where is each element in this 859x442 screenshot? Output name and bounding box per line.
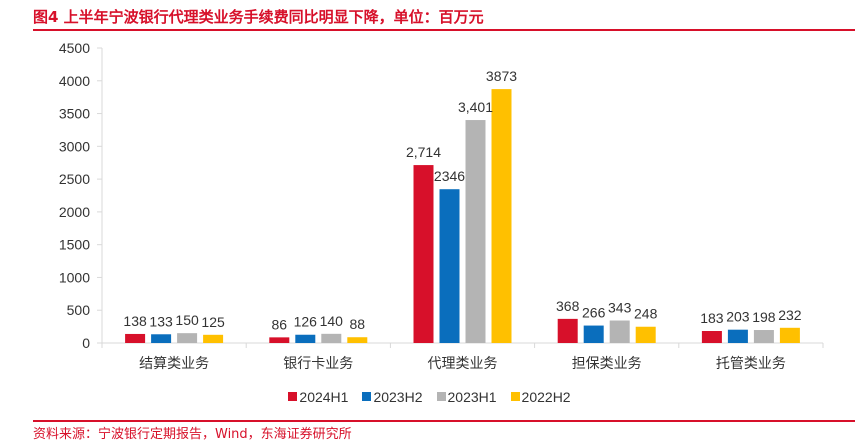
legend-swatch bbox=[436, 392, 446, 401]
bar-chart: 0 500 1000 1500 2000 2500 3000 3500 4000 4500 结算类业… bbox=[59, 40, 824, 372]
bar-2023H1 bbox=[609, 320, 630, 343]
legend-label: 2022H2 bbox=[521, 388, 571, 405]
bar-2023H1 bbox=[177, 333, 198, 343]
data-label: 266 bbox=[582, 305, 606, 321]
data-label: 88 bbox=[350, 316, 366, 332]
legend-label: 2023H2 bbox=[373, 388, 423, 405]
chart-title: 图4 上半年宁波银行代理类业务手续费同比明显下降，单位：百万元 bbox=[33, 8, 484, 26]
data-label: 2,714 bbox=[406, 144, 441, 160]
data-label: 150 bbox=[175, 312, 199, 328]
bar-2023H1 bbox=[465, 120, 486, 343]
legend-item: 2023H2 bbox=[362, 388, 423, 405]
bar-2024H1 bbox=[557, 318, 578, 343]
legend-item: 2022H2 bbox=[510, 388, 571, 405]
x-category-label: 银行卡业务 bbox=[283, 356, 353, 372]
y-tick-label: 4000 bbox=[59, 73, 90, 89]
y-tick-label: 500 bbox=[67, 302, 91, 318]
bar-2022H2 bbox=[347, 337, 368, 343]
x-category-label: 代理类业务 bbox=[428, 356, 498, 372]
footer-rule bbox=[33, 420, 855, 422]
source-note: 资料来源：宁波银行定期报告，Wind，东海证券研究所 bbox=[33, 427, 352, 442]
bar-2023H2 bbox=[583, 325, 604, 343]
x-category-label: 担保类业务 bbox=[572, 356, 642, 372]
data-label: 198 bbox=[752, 309, 776, 325]
y-tick-label: 2500 bbox=[59, 171, 90, 187]
x-category-label: 托管类业务 bbox=[716, 356, 786, 372]
legend-item: 2024H1 bbox=[288, 389, 348, 405]
data-label: 368 bbox=[556, 298, 580, 314]
data-label: 138 bbox=[123, 313, 147, 329]
bar-2023H2 bbox=[439, 189, 460, 343]
data-label: 183 bbox=[700, 310, 724, 326]
bar-2023H2 bbox=[151, 334, 172, 343]
axes: 0 500 1000 1500 2000 2500 3000 3500 4000 4500 结算类业… bbox=[59, 40, 824, 372]
bar-2023H2 bbox=[727, 329, 748, 343]
bar-2022H2 bbox=[491, 89, 512, 343]
y-tick-label: 3000 bbox=[59, 138, 90, 154]
legend-swatch bbox=[510, 392, 520, 401]
y-tick-label: 1500 bbox=[59, 237, 90, 253]
title-rule bbox=[33, 29, 855, 31]
bar-2023H1 bbox=[321, 333, 342, 343]
y-tick-label: 0 bbox=[82, 335, 90, 351]
y-tick-label: 3500 bbox=[59, 106, 90, 122]
data-label: 133 bbox=[149, 313, 173, 329]
y-tick-label: 2000 bbox=[59, 204, 90, 220]
data-label: 2346 bbox=[434, 168, 465, 184]
data-label: 140 bbox=[320, 313, 344, 329]
bars bbox=[125, 89, 800, 343]
data-label: 248 bbox=[634, 306, 658, 322]
bar-2022H2 bbox=[779, 327, 800, 343]
y-tick-label: 4500 bbox=[59, 40, 90, 56]
data-label: 203 bbox=[726, 309, 750, 325]
bar-2024H1 bbox=[701, 331, 722, 343]
legend-swatch bbox=[288, 392, 298, 401]
bar-2022H2 bbox=[635, 326, 656, 343]
data-label: 232 bbox=[778, 307, 802, 323]
bar-2024H1 bbox=[125, 333, 146, 343]
legend-label: 2023H1 bbox=[447, 388, 497, 405]
x-category-label: 结算类业务 bbox=[139, 356, 209, 372]
legend-item: 2023H1 bbox=[436, 388, 497, 405]
y-tick-label: 1000 bbox=[59, 269, 90, 285]
data-label: 86 bbox=[272, 316, 288, 332]
bar-2023H1 bbox=[753, 330, 774, 343]
bar-2022H2 bbox=[203, 334, 224, 343]
bar-2024H1 bbox=[413, 165, 434, 343]
data-labels: 138 133 150 125 86 126 140 88 2,714 2346 3,401 3873… bbox=[123, 68, 801, 332]
legend-swatch bbox=[362, 392, 372, 401]
data-label: 3,401 bbox=[458, 99, 493, 115]
data-label: 125 bbox=[201, 314, 225, 330]
data-label: 126 bbox=[294, 314, 318, 330]
legend-label: 2024H1 bbox=[299, 388, 349, 405]
bar-2023H2 bbox=[295, 334, 316, 343]
data-label: 343 bbox=[608, 300, 632, 316]
data-label: 3873 bbox=[486, 68, 517, 84]
legend: 2024H1 2023H2 2023H1 2022H2 bbox=[0, 388, 859, 405]
bar-2024H1 bbox=[269, 337, 290, 343]
